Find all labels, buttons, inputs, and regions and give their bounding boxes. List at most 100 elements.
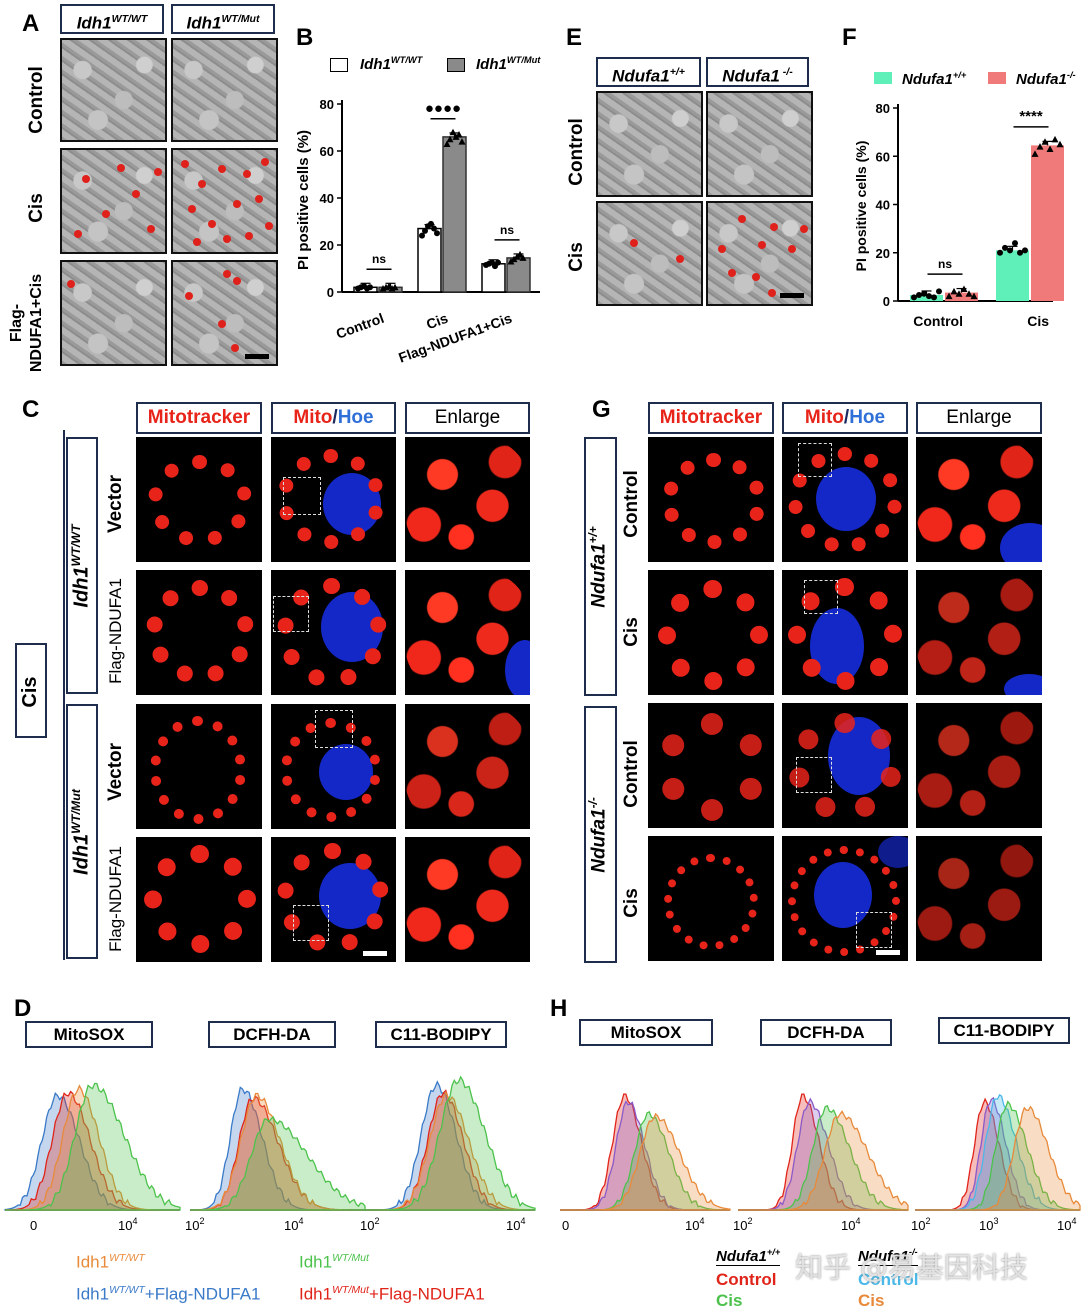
panel-a-row-label-flag: Flag- NDUFA1+Cis: [8, 273, 45, 373]
panel-h-title-2: DCFH-DA: [760, 1019, 892, 1046]
fluor-g-2-merge: [782, 570, 908, 695]
data-point: [1022, 247, 1028, 254]
data-point: [1017, 249, 1023, 256]
legend-f-swatch-wt: [874, 72, 892, 84]
panel-c-row-label-3: Vector: [105, 742, 126, 802]
data-point: [422, 227, 428, 234]
data-point: [1002, 244, 1008, 251]
panel-g-genotype-1: Ndufa1+/+: [587, 526, 610, 608]
sig-label: ns: [938, 257, 952, 271]
data-point: [516, 250, 524, 258]
legend-h-item-1: Control: [716, 1270, 777, 1289]
legend-h-item-2: Cis: [716, 1291, 743, 1310]
fluor-g-4-mito: [648, 836, 774, 961]
panel-g-col-header-3: Enlarge: [916, 402, 1042, 434]
panel-a-row-label-control: Control: [26, 66, 47, 134]
fluor-g-3-mito: [648, 703, 774, 828]
sig-label: ns: [372, 252, 386, 266]
svg-text:104: 104: [841, 1216, 860, 1233]
svg-text:104: 104: [118, 1216, 137, 1233]
bar: [1031, 145, 1064, 301]
legend-d-3: Idh1WT/WT+Flag-NDUFA1: [76, 1284, 261, 1304]
data-point: [367, 284, 373, 291]
x-tick-label: Control: [913, 313, 963, 329]
fluor-g-4-enlarge: [916, 836, 1042, 961]
data-point: [495, 259, 501, 266]
x-tick-label: Cis: [424, 310, 450, 333]
data-point: [1046, 145, 1054, 153]
bar: [910, 294, 943, 301]
data-point: [431, 225, 437, 232]
legend-f-swatch-ko: [988, 72, 1006, 84]
data-point: [428, 220, 434, 227]
data-point: [931, 294, 937, 301]
legend-f-label-ko: Ndufa1-/-: [1016, 70, 1076, 88]
panel-label-a: A: [22, 10, 40, 37]
panel-d-title-1: MitoSOX: [25, 1021, 153, 1048]
panel-c-col-header-3: Enlarge: [405, 402, 530, 434]
panel-c-col-header-1: Mitotracker: [136, 402, 262, 434]
data-point: [965, 290, 973, 297]
fluor-c-3-merge: [271, 704, 396, 829]
panel-c-row-label-2: Flag-NDUFA1: [106, 578, 125, 684]
micrograph-a-mut-flag: [171, 260, 278, 366]
micrograph-e-ko-cis: [706, 201, 813, 306]
legend-d-1: Idh1WT/WT: [76, 1252, 145, 1272]
data-point: [950, 287, 958, 295]
data-point: [1036, 143, 1044, 150]
y-tick-label: 60: [876, 149, 890, 164]
fluor-c-1-merge: [271, 437, 396, 562]
data-point: [911, 294, 917, 301]
svg-text:104: 104: [685, 1216, 704, 1233]
panel-c-genotype-box-2: [66, 704, 98, 959]
d-xtick-3-10a: 10: [360, 1218, 374, 1233]
x-tick-label: Flag-NDUFA1+Cis: [396, 310, 514, 366]
histogram-curve: [190, 1115, 366, 1211]
panel-a-col-header-1: Idh1WT/WT: [60, 4, 164, 34]
y-tick-label: 20: [320, 238, 334, 253]
panel-d-title-2: DCFH-DA: [208, 1021, 336, 1048]
data-point: [960, 285, 968, 292]
d-xtick-1-0: 0: [30, 1218, 37, 1233]
histogram-curve: [5, 1082, 181, 1211]
legend-b-label-mut: Idh1WT/Mut: [476, 55, 541, 73]
fluor-g-4-merge: [782, 836, 908, 961]
histograms-h: 0 104 102 104 102 103 104: [560, 1093, 1081, 1233]
histogram-curve: [738, 1110, 909, 1211]
bar: [442, 136, 467, 293]
data-point: [1012, 240, 1018, 247]
fluor-g-3-enlarge: [916, 703, 1042, 828]
fluor-c-2-enlarge: [405, 570, 530, 695]
sig-label: ****: [1019, 108, 1043, 125]
panel-label-f: F: [842, 24, 857, 51]
panel-a-col-header-2: Idh1WT/Mut: [171, 4, 275, 34]
panel-g-col-header-2: Mito/Hoe: [782, 402, 908, 434]
h-xtick-1-0: 0: [562, 1218, 569, 1233]
panel-label-e: E: [566, 24, 583, 51]
panel-h-title-3: C11-BODIPY: [938, 1017, 1070, 1044]
svg-text:104: 104: [284, 1216, 303, 1233]
fluor-c-3-mito: [136, 704, 262, 829]
histogram-curve: [560, 1112, 731, 1211]
data-point: [970, 292, 978, 300]
data-point: [1031, 150, 1039, 157]
data-point: [926, 293, 932, 300]
legend-h-header-1: Ndufa1+/+: [716, 1247, 781, 1266]
micrograph-a-wt-cis: [60, 148, 167, 254]
legend-b-swatch-wt: [330, 58, 348, 72]
micrograph-a-wt-control: [60, 38, 167, 142]
data-point: [1041, 138, 1049, 145]
fluor-g-1-enlarge: [916, 437, 1042, 562]
panel-c-col-header-2: Mito/Hoe: [271, 402, 396, 434]
d-xtick-2-10a: 10: [185, 1218, 199, 1233]
legend-f-label-wt: Ndufa1+/+: [902, 70, 967, 88]
y-tick-label: 80: [320, 97, 334, 112]
panel-c-group-box: [15, 643, 47, 738]
d-xtick-1-exp: 4: [132, 1216, 137, 1226]
fluor-c-4-merge: [271, 837, 396, 962]
micrograph-e-wt-cis: [596, 201, 703, 306]
fluor-g-1-merge: [782, 437, 908, 562]
y-tick-label: 80: [876, 101, 890, 116]
panel-g-genotype-box-2: [584, 706, 617, 963]
panel-g-genotype-box-1: [584, 437, 617, 696]
